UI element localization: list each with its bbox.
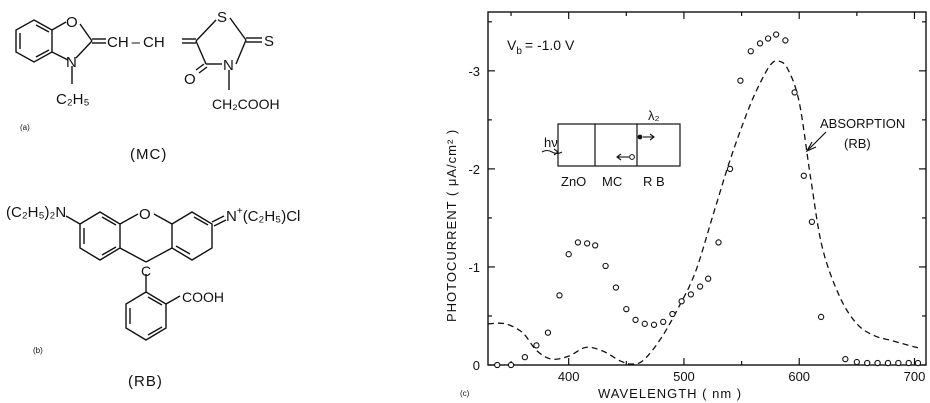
- mc-chain: CH – CH: [107, 34, 165, 51]
- data-point: [544, 329, 552, 336]
- structure-mc: O N C₂H₅ CH – CH S S N O CH₂COOH: [15, 9, 280, 112]
- data-point: [747, 48, 754, 55]
- data-point: [632, 316, 639, 324]
- rb-right-n: N+(C₂H₅)Cl−: [226, 205, 300, 225]
- mc-atom-n1: N: [66, 54, 77, 71]
- x-tick-label: 500: [673, 369, 695, 384]
- absorption-arrowhead: [805, 141, 817, 153]
- data-point: [842, 355, 849, 363]
- rb-name: (RB): [128, 373, 163, 390]
- data-point: [574, 239, 582, 246]
- data-point: [756, 40, 764, 47]
- mc-ethyl: C₂H₅: [56, 91, 90, 108]
- data-point: [737, 77, 744, 84]
- x-tick-label: 700: [904, 369, 926, 384]
- data-point: [669, 310, 676, 318]
- data-point: [678, 298, 685, 305]
- data-point: [494, 361, 501, 369]
- inset-layer-mc: MC: [602, 174, 622, 189]
- data-point: [583, 240, 591, 247]
- data-point: [641, 320, 648, 327]
- rb-left-amine: (C₂H₅)₂N: [6, 204, 66, 221]
- absorption-curve: [487, 60, 921, 365]
- y-tick-label: -1: [468, 260, 480, 275]
- data-point: [623, 305, 630, 313]
- data-point: [791, 89, 798, 96]
- plot-frame: [487, 11, 927, 366]
- data-point: [556, 292, 563, 299]
- x-tick-label: 400: [558, 369, 580, 384]
- structure-rb: O C (C₂H₅)₂N N+(C₂H₅)Cl− COOH: [6, 204, 300, 341]
- inset-hv: hν: [544, 135, 558, 150]
- rb-acid: COOH: [182, 289, 224, 305]
- data-point: [895, 359, 902, 367]
- data-point: [864, 359, 871, 367]
- absorption-arrow: [807, 131, 827, 151]
- rb-atom-o: O: [139, 206, 151, 223]
- mc-acid: CH₂COOH: [212, 96, 280, 112]
- data-point: [565, 251, 572, 258]
- data-point: [884, 359, 892, 367]
- data-point: [650, 321, 658, 328]
- data-point: [660, 318, 667, 326]
- data-point: [705, 275, 712, 282]
- mc-atom-o: O: [66, 14, 78, 31]
- data-point: [800, 172, 807, 179]
- y-tick-label: -2: [468, 162, 480, 177]
- mc-atom-o-keto: O: [184, 71, 196, 88]
- data-point: [914, 359, 922, 367]
- data-point: [687, 291, 695, 298]
- inset-layer-zno: ZnO: [561, 174, 586, 189]
- data-point: [764, 35, 772, 42]
- panel-a-label: (a): [20, 123, 30, 132]
- rb-atom-c: C: [141, 263, 151, 279]
- photocurrent-chart: 400 500 600 700 0 -1 -2 -3 WAVELENGTH ( nm ) PH…: [444, 11, 927, 401]
- data-point: [782, 37, 789, 44]
- data-point: [612, 284, 620, 291]
- data-point: [817, 313, 825, 321]
- inset-lambda: λ₂: [648, 108, 660, 123]
- data-point: [715, 239, 722, 246]
- data-point: [602, 262, 609, 270]
- bias-annotation: Vb = -1.0 V: [507, 37, 575, 57]
- data-point: [592, 242, 599, 249]
- data-point: [726, 165, 734, 173]
- absorption-annotation: ABSORPTION: [820, 116, 905, 131]
- panel-b-label: (b): [33, 346, 43, 355]
- x-axis-label: WAVELENGTH ( nm ): [598, 386, 742, 401]
- data-point: [521, 354, 529, 361]
- data-point: [853, 358, 860, 366]
- y-tick-label: 0: [473, 358, 480, 373]
- data-point: [874, 359, 881, 367]
- inset-layer-rb: R B: [643, 174, 665, 189]
- data-point: [507, 361, 515, 369]
- data-point: [808, 218, 816, 225]
- mc-name: (MC): [130, 146, 168, 163]
- y-axis-label: PHOTOCURRENT ( μA/cm² ): [444, 129, 459, 322]
- mc-atom-n2: N: [223, 57, 234, 74]
- y-tick-label: -3: [468, 64, 480, 79]
- data-point: [905, 359, 912, 367]
- inset-diagram: hν λ₂ ZnO MC R B: [541, 108, 681, 189]
- x-tick-label: 600: [788, 369, 810, 384]
- data-point: [696, 283, 704, 290]
- data-point: [773, 31, 780, 38]
- data-point: [533, 342, 540, 349]
- panel-c-label: (c): [460, 389, 470, 398]
- absorption-rb-annotation: (RB): [844, 136, 871, 151]
- mc-atom-s2: S: [264, 33, 274, 50]
- mc-atom-s1: S: [217, 9, 227, 26]
